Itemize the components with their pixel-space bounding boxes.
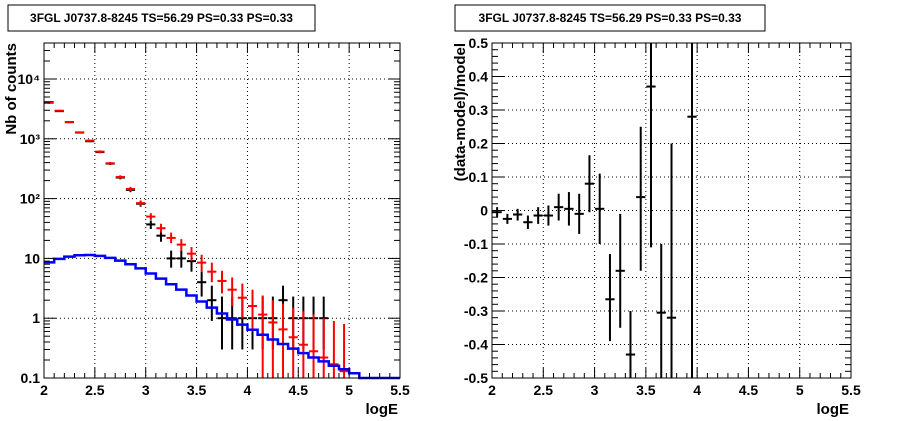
series-0 [492,43,697,378]
x-tick-label: 5.5 [390,382,410,398]
y-tick-label: -0.5 [464,370,488,386]
residuals-panel: 2 2.5 3 3.5 4 4.5 5 5.5 logE -0.5 -0.4 -0.3 -0.2 -0.1… [452,4,861,418]
series-2 [44,253,400,380]
y-tick-label: 0.5 [469,35,489,51]
x-axis-title: logE [366,401,399,418]
y-tick-label: 0.4 [469,69,489,85]
x-tick-label: 3 [591,382,599,398]
x-tick-label: 2 [488,382,496,398]
chart-title: 3FGL J0737.8-8245 TS=56.29 PS=0.33 PS=0.… [30,11,293,25]
x-tick-label: 3.5 [636,382,656,398]
y-tick-label: -0.3 [464,303,488,319]
x-tick-label: 2.5 [534,382,554,398]
x-tick-label: 2 [40,382,48,398]
y-tick-label: 0.1 [21,370,41,386]
y-tick-label: 10 [24,250,40,266]
x-tick-label: 4 [693,382,701,398]
y-tick-label: -0.1 [464,236,488,252]
y-tick-label: 0.3 [469,102,489,118]
x-tick-label: 3 [142,382,150,398]
chart-title: 3FGL J0737.8-8245 TS=56.29 PS=0.33 PS=0.… [479,11,742,25]
model-step-line [44,253,400,380]
y-tick-label: -0.4 [464,337,488,353]
y-axis-title: Nb of counts [3,43,20,135]
x-tick-label: 5 [345,382,353,398]
x-tick-label: 4 [244,382,252,398]
y-tick-label: 0.1 [469,169,489,185]
plot-frame [43,42,401,379]
title-box [7,4,316,32]
x-axis-title: logE [817,401,850,418]
x-tick-label: 5.5 [841,382,861,398]
x-tick-label: 3.5 [187,382,207,398]
x-axis: 2 2.5 3 3.5 4 4.5 5 5.5 [488,43,861,398]
y-tick-label: 10⁴ [18,71,41,87]
title-box [454,4,766,32]
y-tick-label: 10³ [20,131,41,147]
y-tick-label: 0.2 [469,136,489,152]
x-axis: 2 2.5 3 3.5 4 4.5 5 5.5 [40,43,410,398]
x-tick-label: 5 [796,382,804,398]
y-tick-label: 10² [20,191,41,207]
y-axis: -0.5 -0.4 -0.3 -0.2 -0.1 0 0.1 0.2 0.3 0.4 0.5 [464,35,851,386]
y-tick-label: 0 [480,203,488,219]
x-tick-label: 4.5 [739,382,759,398]
y-tick-label: 1 [32,310,40,326]
y-axis-title: (data-model)/model [452,43,469,181]
y-axis: 0.1 1 10 10² 10³ 10⁴ [18,42,400,386]
y-tick-label: -0.2 [464,270,488,286]
x-tick-label: 2.5 [85,382,105,398]
series-1 [44,101,349,378]
x-tick-label: 4.5 [289,382,309,398]
